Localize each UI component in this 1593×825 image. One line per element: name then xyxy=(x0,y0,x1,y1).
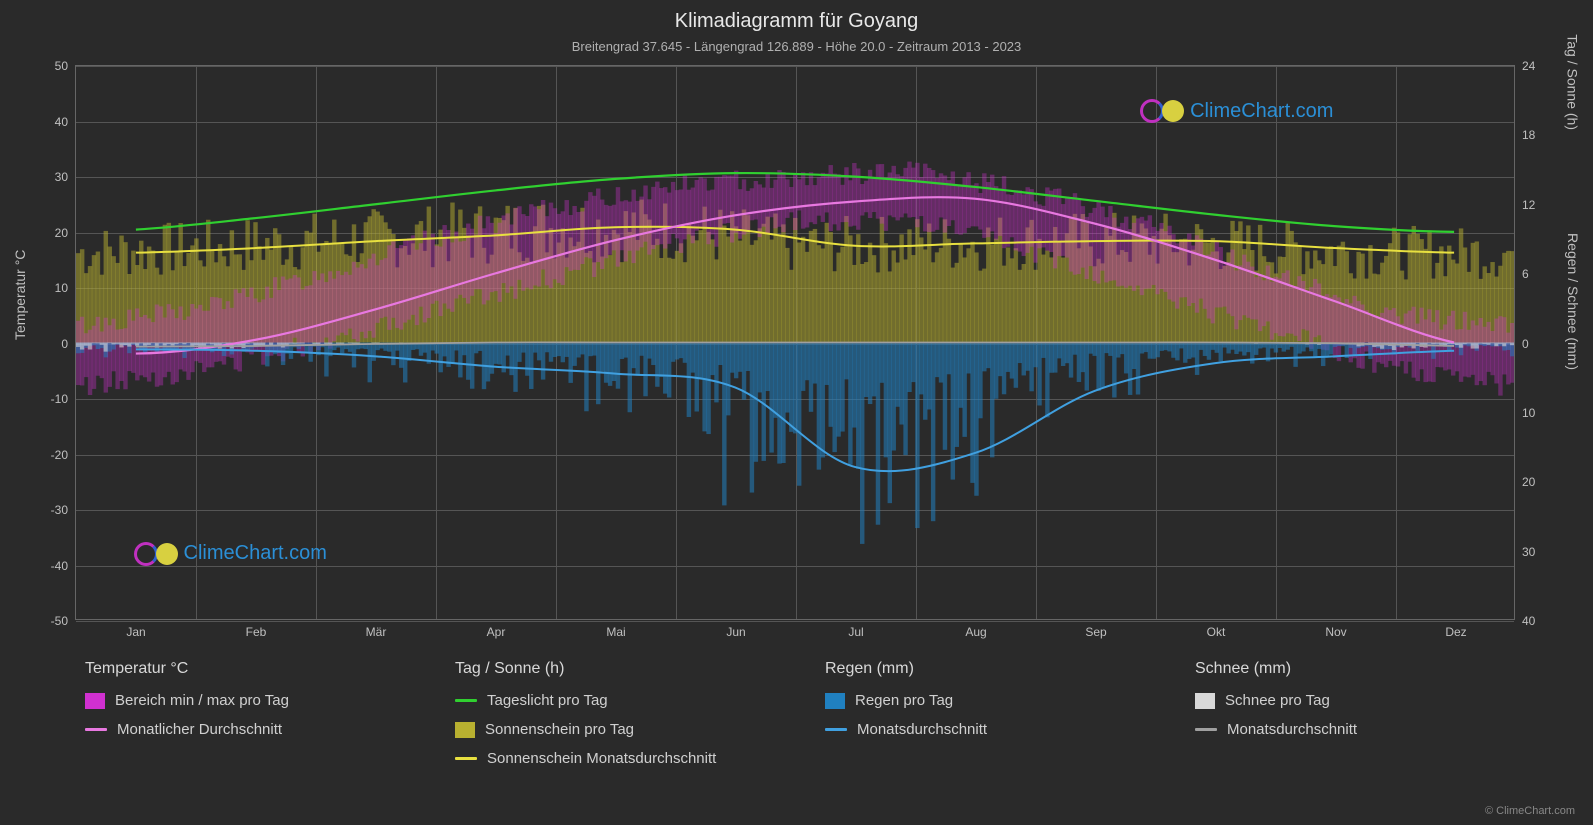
legend-header: Regen (mm) xyxy=(825,660,1155,678)
legend-label: Tageslicht pro Tag xyxy=(487,692,608,709)
y-tick-left: 40 xyxy=(55,115,76,129)
legend-item: Schnee pro Tag xyxy=(1195,692,1525,709)
legend-item: Monatlicher Durchschnitt xyxy=(85,721,415,738)
legend-item: Bereich min / max pro Tag xyxy=(85,692,415,709)
legend-label: Sonnenschein Monatsdurchschnitt xyxy=(487,750,716,767)
swatch-box-icon xyxy=(825,693,845,709)
logo-c-icon xyxy=(1140,99,1164,123)
y-tick-left: -50 xyxy=(51,614,76,628)
watermark-text: ClimeChart.com xyxy=(184,542,327,565)
swatch-box-icon xyxy=(1195,693,1215,709)
watermark: ClimeChart.com xyxy=(134,542,327,566)
y-tick-left: 10 xyxy=(55,281,76,295)
x-tick-month: Feb xyxy=(246,619,267,639)
legend-item: Regen pro Tag xyxy=(825,692,1155,709)
legend-item: Tageslicht pro Tag xyxy=(455,692,785,709)
chart-svg xyxy=(76,66,1514,619)
legend-group: Temperatur °C Bereich min / max pro Tag Mo… xyxy=(85,660,415,779)
chart-plot-area: -50-40-30-20-100102030405006121824102030… xyxy=(75,65,1515,620)
swatch-line-icon xyxy=(85,728,107,731)
legend-item: Monatsdurchschnitt xyxy=(1195,721,1525,738)
y-tick-right-mm: 30 xyxy=(1514,545,1535,559)
x-tick-month: Sep xyxy=(1085,619,1106,639)
logo-sun-icon xyxy=(1162,100,1184,122)
legend-label: Bereich min / max pro Tag xyxy=(115,692,289,709)
legend-label: Sonnenschein pro Tag xyxy=(485,721,634,738)
gridline-horizontal xyxy=(76,621,1514,622)
legend-header: Tag / Sonne (h) xyxy=(455,660,785,678)
x-tick-month: Jan xyxy=(126,619,145,639)
legend-item: Monatsdurchschnitt xyxy=(825,721,1155,738)
y-tick-left: 20 xyxy=(55,226,76,240)
legend-label: Monatlicher Durchschnitt xyxy=(117,721,282,738)
chart-title: Klimadiagramm für Goyang xyxy=(0,0,1593,33)
y-tick-right-hours: 24 xyxy=(1514,59,1535,73)
legend-header: Schnee (mm) xyxy=(1195,660,1525,678)
legend-label: Regen pro Tag xyxy=(855,692,953,709)
y-tick-right-hours: 6 xyxy=(1514,267,1529,281)
y-tick-left: -30 xyxy=(51,503,76,517)
watermark: ClimeChart.com xyxy=(1140,99,1333,123)
swatch-line-icon xyxy=(455,699,477,702)
legend-item: Sonnenschein pro Tag xyxy=(455,721,785,738)
swatch-line-icon xyxy=(1195,728,1217,731)
y-tick-right-mm: 40 xyxy=(1514,614,1535,628)
y-tick-right-hours: 18 xyxy=(1514,128,1535,142)
swatch-line-icon xyxy=(455,757,477,760)
y-axis-left-label: Temperatur °C xyxy=(12,250,28,340)
swatch-box-icon xyxy=(455,722,475,738)
logo-sun-icon xyxy=(156,543,178,565)
legend-label: Monatsdurchschnitt xyxy=(1227,721,1357,738)
legend-item: Sonnenschein Monatsdurchschnitt xyxy=(455,750,785,767)
y-tick-right-hours: 12 xyxy=(1514,198,1535,212)
y-tick-left: -10 xyxy=(51,392,76,406)
legend-label: Schnee pro Tag xyxy=(1225,692,1330,709)
swatch-line-icon xyxy=(825,728,847,731)
logo-c-icon xyxy=(134,542,158,566)
y-tick-right-mm: 20 xyxy=(1514,475,1535,489)
y-tick-left: 0 xyxy=(61,337,76,351)
x-tick-month: Mai xyxy=(606,619,625,639)
x-tick-month: Jun xyxy=(726,619,745,639)
x-tick-month: Dez xyxy=(1445,619,1466,639)
watermark-text: ClimeChart.com xyxy=(1190,100,1333,123)
legend-group: Regen (mm) Regen pro Tag Monatsdurchschnit… xyxy=(825,660,1155,779)
y-tick-right-mm: 10 xyxy=(1514,406,1535,420)
y-tick-left: 30 xyxy=(55,170,76,184)
y-axis-right-bottom-label: Regen / Schnee (mm) xyxy=(1565,233,1581,370)
x-tick-month: Nov xyxy=(1325,619,1346,639)
copyright-label: © ClimeChart.com xyxy=(1485,805,1575,817)
x-tick-month: Mär xyxy=(366,619,387,639)
legend-label: Monatsdurchschnitt xyxy=(857,721,987,738)
y-tick-left: 50 xyxy=(55,59,76,73)
x-tick-month: Jul xyxy=(848,619,863,639)
swatch-box-icon xyxy=(85,693,105,709)
x-tick-month: Aug xyxy=(965,619,986,639)
y-tick-right-hours: 0 xyxy=(1514,337,1529,351)
legend: Temperatur °C Bereich min / max pro Tag Mo… xyxy=(85,660,1525,779)
y-axis-right-top-label: Tag / Sonne (h) xyxy=(1565,34,1581,130)
legend-group: Tag / Sonne (h) Tageslicht pro Tag Sonnens… xyxy=(455,660,785,779)
legend-group: Schnee (mm) Schnee pro Tag Monatsdurchschn… xyxy=(1195,660,1525,779)
legend-header: Temperatur °C xyxy=(85,660,415,678)
y-tick-left: -40 xyxy=(51,559,76,573)
x-tick-month: Apr xyxy=(487,619,506,639)
x-tick-month: Okt xyxy=(1207,619,1226,639)
y-tick-left: -20 xyxy=(51,448,76,462)
chart-subtitle: Breitengrad 37.645 - Längengrad 126.889 … xyxy=(0,33,1593,54)
